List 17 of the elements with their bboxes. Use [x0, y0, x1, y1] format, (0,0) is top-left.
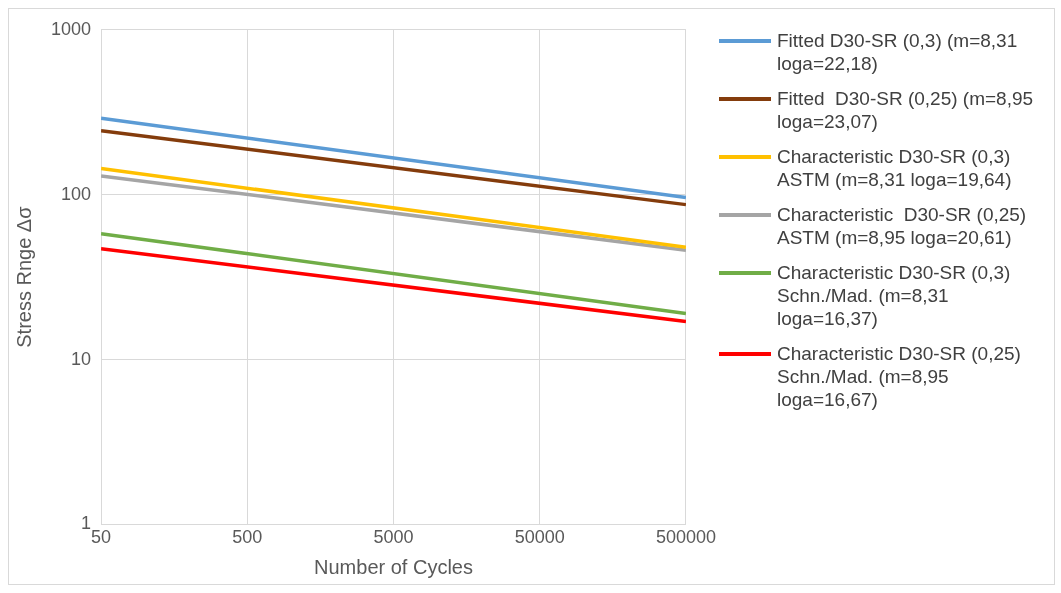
x-tick-label: 500000 — [655, 527, 717, 548]
legend-label: Fitted D30-SR (0,3) (m=8,31 loga=22,18) — [777, 29, 1019, 75]
x-tick-label: 50 — [91, 527, 112, 548]
legend-label: Characteristic D30-SR (0,3) Schn./Mad. (m=8,31 loga=16,37) — [777, 261, 1012, 330]
y-tick-label: 10 — [71, 348, 92, 369]
legend-label: Fitted D30-SR (0,25) (m=8,95 loga=23,07) — [777, 87, 1035, 133]
legend-label: Characteristic D30-SR (0,25) ASTM (m=8,95 loga=20,61) — [777, 203, 1028, 249]
x-axis-title: Number of Cycles — [314, 555, 473, 578]
y-tick-label: 1 — [81, 513, 92, 534]
legend-label: Characteristic D30-SR (0,3) ASTM (m=8,31 loga=19,64) — [777, 145, 1013, 191]
x-tick-label: 50000 — [514, 527, 565, 548]
legend-label: Characteristic D30-SR (0,25) Schn./Mad. (m=8,95 loga=16,67) — [777, 342, 1022, 411]
x-tick-label: 500 — [232, 527, 263, 548]
x-tick-label: 5000 — [373, 527, 414, 548]
y-axis-title: Stress Rnge Δσ — [12, 205, 35, 348]
y-tick-label: 100 — [61, 183, 92, 204]
y-tick-label: 1000 — [51, 18, 92, 39]
